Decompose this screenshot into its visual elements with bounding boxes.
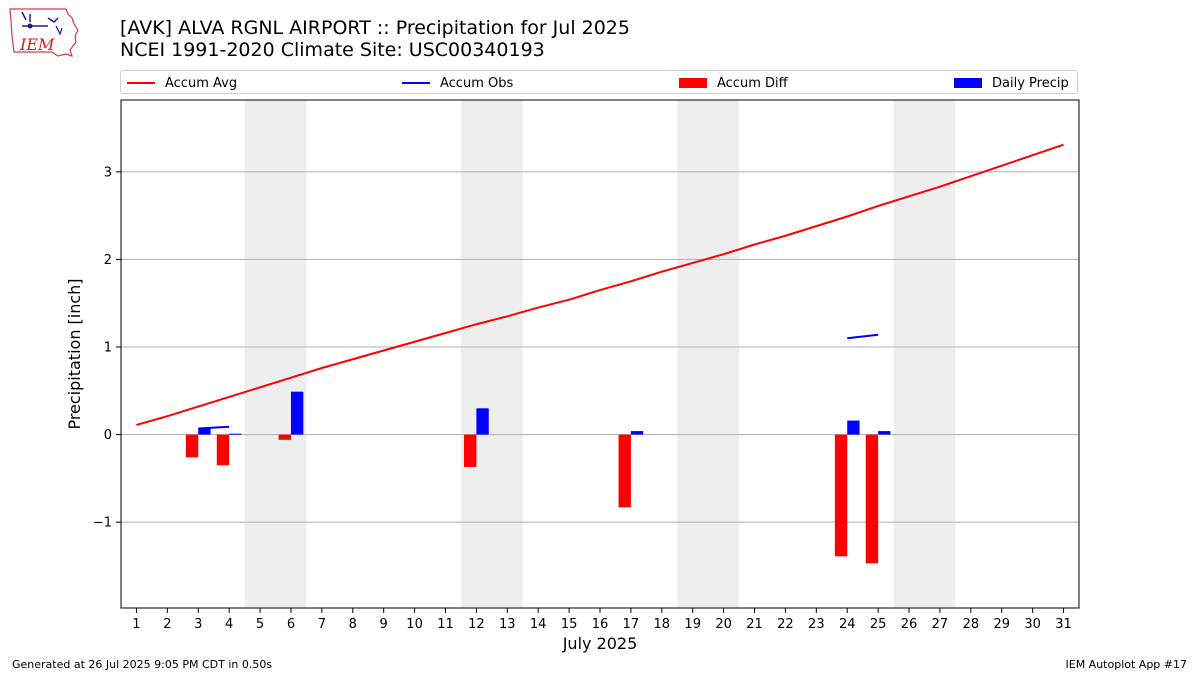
legend-label: Accum Obs	[440, 75, 514, 91]
x-tick-label: 5	[256, 617, 264, 632]
plot-frame	[120, 99, 1080, 609]
accum-obs-line	[847, 333, 879, 340]
x-tick-label: 23	[808, 617, 825, 632]
x-tick-label: 4	[225, 617, 233, 632]
accum-diff-bar	[185, 434, 199, 458]
daily-precip-bar	[290, 391, 304, 435]
x-tick-label: 31	[1055, 617, 1072, 632]
legend-accum-diff: Accum Diff	[679, 74, 788, 92]
x-tick-label: 14	[530, 617, 547, 632]
x-tick-label: 1	[132, 617, 140, 632]
y-tick-label: 3	[104, 165, 112, 180]
x-tick-label: 26	[901, 617, 918, 632]
x-tick-label: 13	[499, 617, 516, 632]
weekend-band	[244, 100, 307, 608]
legend-daily-precip: Daily Precip	[954, 74, 1069, 92]
title-line-2: NCEI 1991-2020 Climate Site: USC00340193	[120, 39, 545, 61]
x-tick-label: 3	[194, 617, 202, 632]
x-tick-label: 29	[993, 617, 1010, 632]
legend-swatch-accum-avg	[127, 82, 155, 84]
x-tick-label: 19	[684, 617, 701, 632]
x-tick-label: 30	[1024, 617, 1041, 632]
x-tick-label: 7	[318, 617, 326, 632]
x-tick-label: 28	[963, 617, 980, 632]
accum-diff-bar	[834, 434, 848, 557]
legend-label: Accum Avg	[165, 75, 238, 91]
legend-label: Accum Diff	[717, 75, 788, 91]
legend-swatch-daily-precip	[954, 78, 982, 88]
x-tick-label: 21	[746, 617, 763, 632]
logo-text: IEM	[19, 35, 55, 54]
daily-precip-bar	[229, 433, 242, 435]
iem-logo: IEM	[9, 8, 79, 57]
footer-app: IEM Autoplot App #17	[1065, 658, 1188, 671]
legend-accum-avg: Accum Avg	[127, 74, 237, 92]
y-axis-label: Precipitation [inch]	[65, 278, 84, 429]
accum-diff-bar	[618, 434, 631, 508]
daily-precip-bar	[847, 420, 860, 435]
title-line-1: [AVK] ALVA RGNL AIRPORT :: Precipitation…	[120, 17, 630, 39]
legend-label: Daily Precip	[992, 75, 1069, 91]
x-tick-label: 11	[437, 617, 454, 632]
y-tick-label: 0	[104, 428, 112, 443]
legend: Accum Avg Accum Obs Accum Diff Daily Pre…	[120, 70, 1078, 94]
x-tick-label: 15	[561, 617, 578, 632]
x-tick-label: 20	[715, 617, 732, 632]
y-tick-label: 2	[104, 253, 112, 268]
x-tick-label: 8	[349, 617, 357, 632]
x-tick-label: 25	[870, 617, 887, 632]
accum-diff-bar	[278, 434, 291, 440]
x-tick-label: 16	[592, 617, 609, 632]
chart-title: [AVK] ALVA RGNL AIRPORT :: Precipitation…	[120, 17, 630, 61]
x-tick-label: 12	[468, 617, 485, 632]
footer-generated: Generated at 26 Jul 2025 9:05 PM CDT in …	[12, 658, 273, 671]
weekend-band	[460, 100, 523, 608]
weekend-band	[893, 100, 956, 608]
y-tick-label: 1	[104, 340, 112, 355]
x-tick-label: 27	[932, 617, 949, 632]
daily-precip-bar	[476, 408, 489, 435]
accum-diff-bar	[865, 434, 879, 564]
daily-precip-bar	[630, 431, 644, 435]
accum-diff-bar	[216, 434, 230, 466]
legend-accum-obs: Accum Obs	[402, 74, 513, 92]
x-tick-label: 22	[777, 617, 794, 632]
daily-precip-bar	[198, 428, 211, 435]
x-tick-label: 6	[287, 617, 295, 632]
accum-obs-line	[198, 425, 230, 430]
x-tick-label: 9	[380, 617, 388, 632]
weekend-band	[677, 100, 740, 608]
x-tick-label: 10	[406, 617, 423, 632]
x-axis-label: July 2025	[562, 634, 638, 653]
x-tick-label: 18	[654, 617, 671, 632]
x-tick-label: 2	[163, 617, 171, 632]
accum-diff-bar	[464, 434, 477, 467]
y-tick-label: −1	[93, 516, 112, 531]
x-tick-label: 17	[623, 617, 640, 632]
x-tick-label: 24	[839, 617, 856, 632]
legend-swatch-accum-obs	[402, 82, 430, 84]
legend-swatch-accum-diff	[679, 78, 707, 88]
accum-avg-line	[136, 143, 1064, 426]
daily-precip-bar	[878, 431, 891, 435]
